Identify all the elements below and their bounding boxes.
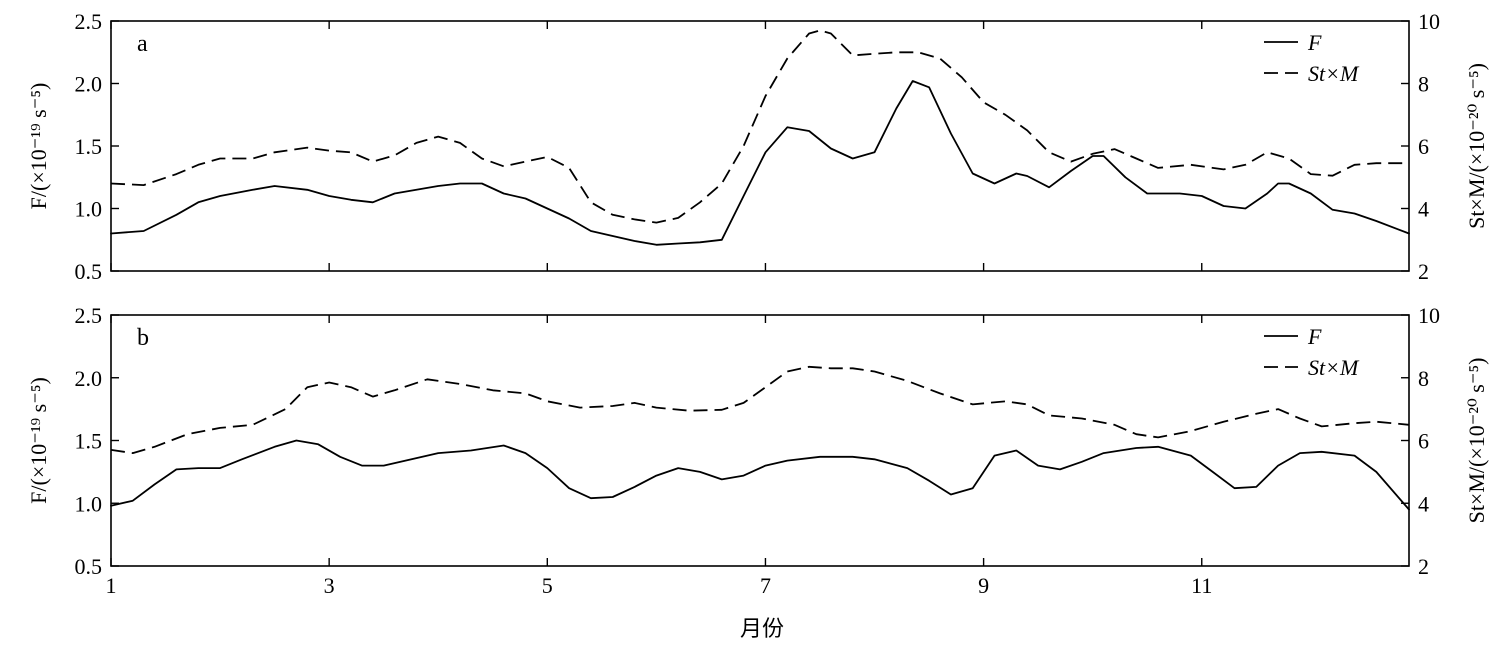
y2-tick-label: 8 [1418,72,1429,97]
y-tick-label: 0.5 [75,259,103,284]
x-tick-label: 3 [324,573,335,598]
legend-label: St×M [1308,61,1360,86]
plot-frame [110,20,1410,272]
y2-tick-label: 10 [1418,9,1440,34]
y2-tick-label: 8 [1418,366,1429,391]
y-tick-label: 1.5 [75,429,103,454]
y2-tick-label: 6 [1418,429,1429,454]
series-line-f [110,439,1410,511]
panel-label: a [137,31,148,57]
y-tick-label: 0.5 [75,554,103,579]
x-tick-label: 1 [106,573,117,598]
y-tick-label: 1.0 [75,197,103,222]
panel-label: b [137,325,149,351]
y-tick-label: 2.5 [75,303,103,328]
legend-label: St×M [1308,355,1360,380]
y-tick-label: 1.5 [75,134,103,159]
y-axis-label: F/(×10⁻¹⁹ s⁻⁵) [26,377,51,504]
panel-a: 0.5 1.0 1.5 2.0 2.5 2 4 6 8 10 F/(×10⁻¹⁹ s⁻⁵) St×M/… [26,9,1489,284]
y-tick-label: 1.0 [75,491,103,516]
x-tick-label: 11 [1191,573,1212,598]
y2-tick-label: 4 [1418,197,1429,222]
y2-tick-label: 4 [1418,491,1429,516]
y2-axis-label: St×M/(×10⁻²⁰ s⁻⁵) [1464,63,1489,229]
x-tick-label: 5 [542,573,553,598]
y-tick-label: 2.5 [75,9,103,34]
y-axis-label: F/(×10⁻¹⁹ s⁻⁵) [26,83,51,210]
y2-axis-label: St×M/(×10⁻²⁰ s⁻⁵) [1464,358,1489,524]
x-axis-label: 月份 [740,616,784,641]
y-tick-label: 2.0 [75,366,103,391]
legend-label: F [1307,30,1322,55]
y2-tick-label: 2 [1418,259,1429,284]
panel-b: 1 3 5 7 9 11 0.5 1.0 1.5 2.0 2.5 2 4 6 8 10 F/(×10⁻¹⁹ s⁻… [26,303,1489,598]
plot-frame [110,314,1410,567]
series-line-stxm [110,365,1410,454]
x-tick-label: 7 [760,573,771,598]
y2-tick-label: 6 [1418,134,1429,159]
y2-tick-label: 2 [1418,554,1429,579]
series-line-stxm [110,29,1409,224]
legend-label: F [1307,324,1322,349]
y2-tick-label: 10 [1418,303,1440,328]
y-tick-label: 2.0 [75,72,103,97]
x-tick-label: 9 [978,573,989,598]
series-line-f [110,80,1410,246]
